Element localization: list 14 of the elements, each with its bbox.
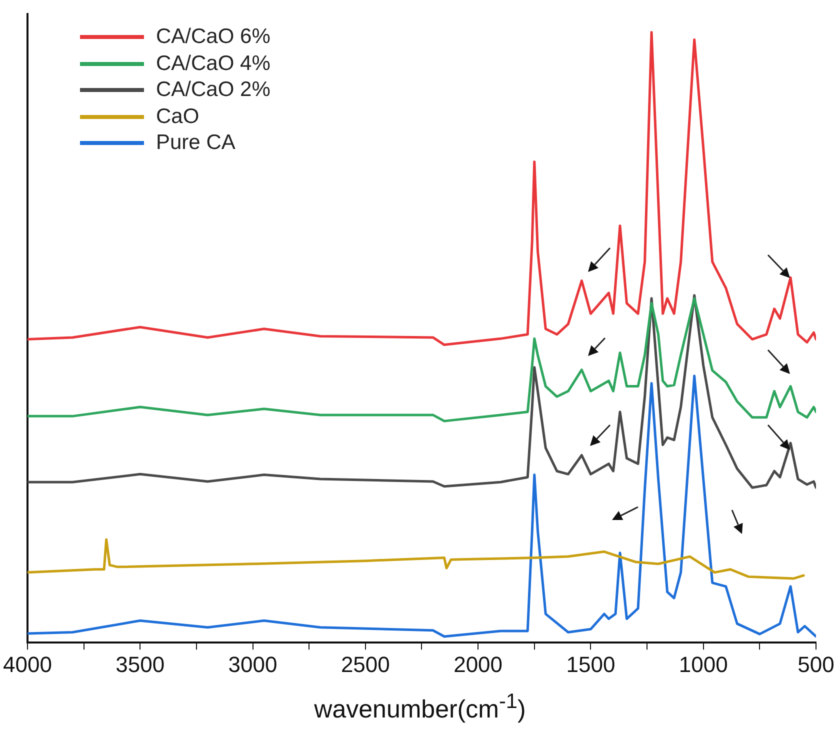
x-tick-label: 1500 bbox=[566, 652, 616, 677]
x-tick-label: 500 bbox=[798, 652, 834, 677]
x-axis-title: wavenumber(cm$^{-1}$) bbox=[313, 690, 527, 724]
x-tick-label: 1000 bbox=[678, 652, 728, 677]
x-tick-label: 3000 bbox=[228, 652, 278, 677]
legend-label: CA/CaO 6% bbox=[156, 25, 270, 50]
legend-label: Pure CA bbox=[156, 131, 236, 156]
legend-label: CaO bbox=[156, 104, 200, 129]
x-tick-label: 2500 bbox=[340, 652, 390, 677]
x-tick-label: 3500 bbox=[116, 652, 165, 677]
legend-label: CA/CaO 2% bbox=[156, 78, 270, 102]
x-tick-label: 2000 bbox=[454, 652, 503, 677]
legend-label: CA/CaO 4% bbox=[156, 52, 270, 76]
x-tick-label: 4000 bbox=[2, 652, 52, 677]
